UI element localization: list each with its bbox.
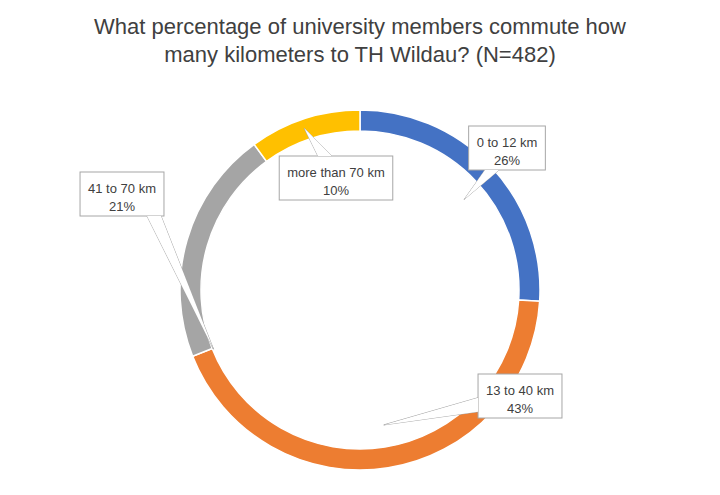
- slice: [180, 144, 267, 356]
- callout-box: [469, 126, 546, 170]
- callout-box: [279, 156, 393, 200]
- callout-box: [80, 172, 164, 216]
- chart-container: What percentage of university members co…: [0, 0, 720, 495]
- callout-box: [478, 374, 562, 418]
- callout-pointer-fill: [147, 216, 213, 349]
- chart-title: What percentage of university members co…: [94, 14, 626, 67]
- callout-pointer: [384, 398, 478, 425]
- callout: 0 to 12 km 26%: [464, 126, 545, 199]
- callout: more than 70 km 10%: [279, 128, 393, 200]
- callout-pointer-fill: [304, 128, 332, 156]
- value-label: 10%: [323, 183, 349, 198]
- title-line: What percentage of university members co…: [94, 14, 626, 39]
- category-label: 0 to 12 km: [477, 135, 538, 150]
- value-label: 43%: [507, 401, 533, 416]
- callout-pointer-fill: [464, 170, 499, 199]
- slice: [254, 110, 360, 161]
- title-line: many kilometers to TH Wildau? (N=482): [164, 42, 555, 67]
- value-label: 21%: [109, 199, 135, 214]
- callout-pointer: [304, 128, 332, 156]
- chart-svg: What percentage of university members co…: [0, 0, 720, 495]
- data-labels: 0 to 12 km 26% 13 to 40 km 43% 41 to 70 km 21…: [80, 126, 562, 425]
- callout-pointer-fill: [384, 398, 478, 425]
- callout-pointer: [464, 170, 499, 199]
- callout: 41 to 70 km 21%: [80, 172, 213, 349]
- callout-pointer: [147, 216, 213, 349]
- category-label: 41 to 70 km: [88, 181, 156, 196]
- slice: [360, 110, 540, 301]
- category-label: more than 70 km: [287, 165, 385, 180]
- category-label: 13 to 40 km: [486, 383, 554, 398]
- value-label: 26%: [494, 153, 520, 168]
- callout: 13 to 40 km 43%: [384, 374, 562, 425]
